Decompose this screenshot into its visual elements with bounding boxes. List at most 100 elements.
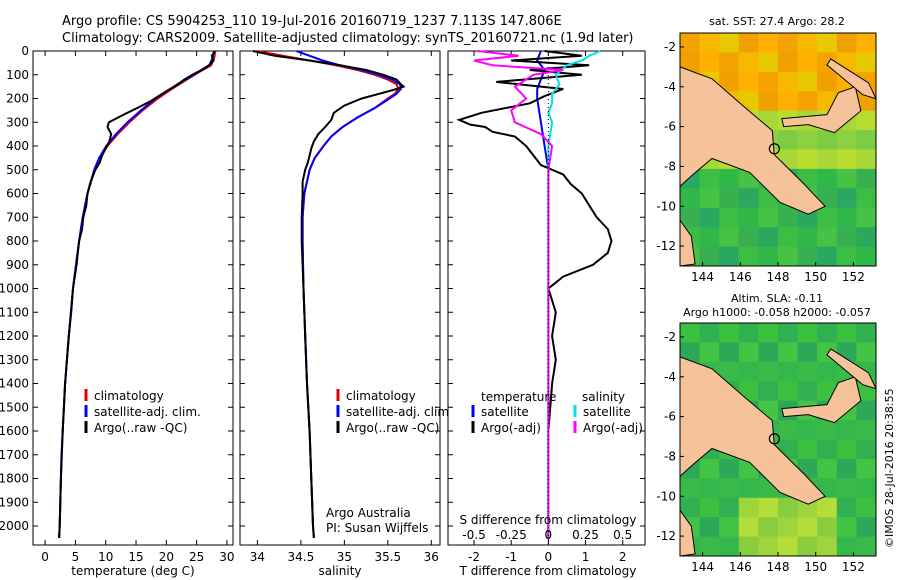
- map-cell: [680, 52, 701, 73]
- map-cell: [856, 439, 877, 460]
- map-cell: [738, 33, 759, 53]
- map-cell: [836, 188, 857, 209]
- series-line-temperature-argo-adj-: [456, 50, 613, 538]
- map-cell: [699, 517, 720, 538]
- map-cell: [836, 168, 857, 189]
- map-cell: [836, 458, 857, 479]
- map-cell: [680, 323, 701, 343]
- x-tick-label: 34: [250, 550, 265, 564]
- map-cell: [738, 497, 759, 518]
- map-cell: [817, 168, 838, 189]
- map-cell: [817, 361, 838, 382]
- map-cell: [856, 517, 877, 538]
- map-cell: [758, 497, 779, 518]
- map-cell: [856, 497, 877, 518]
- map-cell: [797, 439, 818, 460]
- y-tick-label: 1600: [0, 424, 29, 438]
- map-cell: [699, 342, 720, 363]
- map-cell: [778, 342, 799, 363]
- salinity-tick-label: -0.25: [496, 528, 527, 542]
- map-cell: [817, 517, 838, 538]
- map-cell: [719, 536, 740, 557]
- x-tick-label: 15: [128, 550, 143, 564]
- x-tick-label: 2: [619, 550, 627, 564]
- map-cell: [797, 323, 818, 343]
- map-cell: [836, 497, 857, 518]
- map-cell: [856, 52, 877, 73]
- y-tick-label: 1700: [0, 448, 29, 462]
- map-cell: [699, 207, 720, 228]
- y-tick-label: 100: [6, 68, 29, 82]
- legend-label: climatology: [94, 389, 164, 403]
- salinity-tick-label: 0.25: [572, 528, 599, 542]
- legend-label: Argo(..raw -QC): [94, 421, 187, 435]
- map-title: sat. SST: 27.4 Argo: 28.2: [709, 15, 845, 28]
- map-cell: [778, 517, 799, 538]
- header-line2: Climatology: CARS2009. Satellite-adjuste…: [62, 31, 634, 46]
- y-tick-label: 1800: [0, 472, 29, 486]
- salinity-panel: 34 34.5 35 35.5 36 salinity climatology satelli…: [239, 50, 453, 578]
- x-tick-label: -2: [468, 550, 480, 564]
- land-mass: [781, 376, 862, 424]
- map-cell: [817, 130, 838, 150]
- map-cell: [817, 207, 838, 228]
- map-cell: [817, 71, 838, 92]
- map-cell: [738, 207, 759, 228]
- legend-title: temperature: [481, 390, 556, 404]
- map-cell: [738, 342, 759, 363]
- y-tick-label: 1200: [0, 329, 29, 343]
- legend-label: Argo(-adj): [583, 421, 643, 435]
- map-cell: [778, 536, 799, 557]
- y-tick-label: 700: [6, 210, 29, 224]
- argo-position-marker: [768, 143, 780, 155]
- map-cell: [699, 227, 720, 248]
- map-cell: [856, 478, 877, 499]
- legend-label: satellite: [481, 405, 529, 419]
- y-tick-label: 800: [6, 234, 29, 248]
- map-cell: [699, 536, 720, 557]
- map-cell: [856, 207, 877, 228]
- x-tick-label: 144: [691, 270, 714, 284]
- map-cell: [719, 71, 740, 92]
- y-tick-label: 1400: [0, 377, 29, 391]
- map-subtitle: Argo h1000: -0.058 h2000: -0.057: [683, 306, 871, 319]
- x-axis-label: salinity: [318, 564, 361, 578]
- map-cell: [797, 246, 818, 267]
- x-tick-label: 36: [424, 550, 439, 564]
- map-cell: [856, 33, 877, 53]
- map-cell: [699, 168, 720, 189]
- map-cell: [797, 227, 818, 248]
- series-line-temperature-satellite: [536, 50, 550, 538]
- map-cell: [758, 536, 779, 557]
- sst-map-panel: sat. SST: 27.4 Argo: 28.2 144 146 148 150 152…: [656, 15, 877, 284]
- y-tick-label: -12: [656, 529, 676, 543]
- map-cell: [719, 227, 740, 248]
- map-cell: [719, 517, 740, 538]
- x-tick-label: 0: [545, 550, 553, 564]
- map-cell: [719, 342, 740, 363]
- x-tick-label: 0: [41, 550, 49, 564]
- legend-label: Argo(..raw -QC): [346, 421, 439, 435]
- x-tick-label: 152: [842, 560, 865, 574]
- map-cell: [817, 420, 838, 440]
- temperature-panel: 0 5 10 15 20 25 300100200300400500600700800900…: [0, 44, 235, 578]
- map-cell: [836, 33, 857, 53]
- map-cell: [680, 342, 701, 363]
- map-cell: [778, 420, 799, 440]
- map-cell: [699, 478, 720, 499]
- map-cell: [817, 149, 838, 170]
- y-tick-label: -4: [664, 80, 676, 94]
- x-tick-label: 148: [767, 270, 790, 284]
- map-cell: [738, 52, 759, 73]
- map-cell: [836, 246, 857, 267]
- map-cell: [738, 246, 759, 267]
- map-cell: [719, 497, 740, 518]
- map-title: Altim. SLA: -0.11: [731, 292, 823, 305]
- map-cell: [778, 52, 799, 73]
- x-tick-label: 30: [219, 550, 234, 564]
- map-cell: [797, 207, 818, 228]
- map-cell: [758, 323, 779, 343]
- map-cell: [797, 420, 818, 440]
- map-cell: [699, 246, 720, 267]
